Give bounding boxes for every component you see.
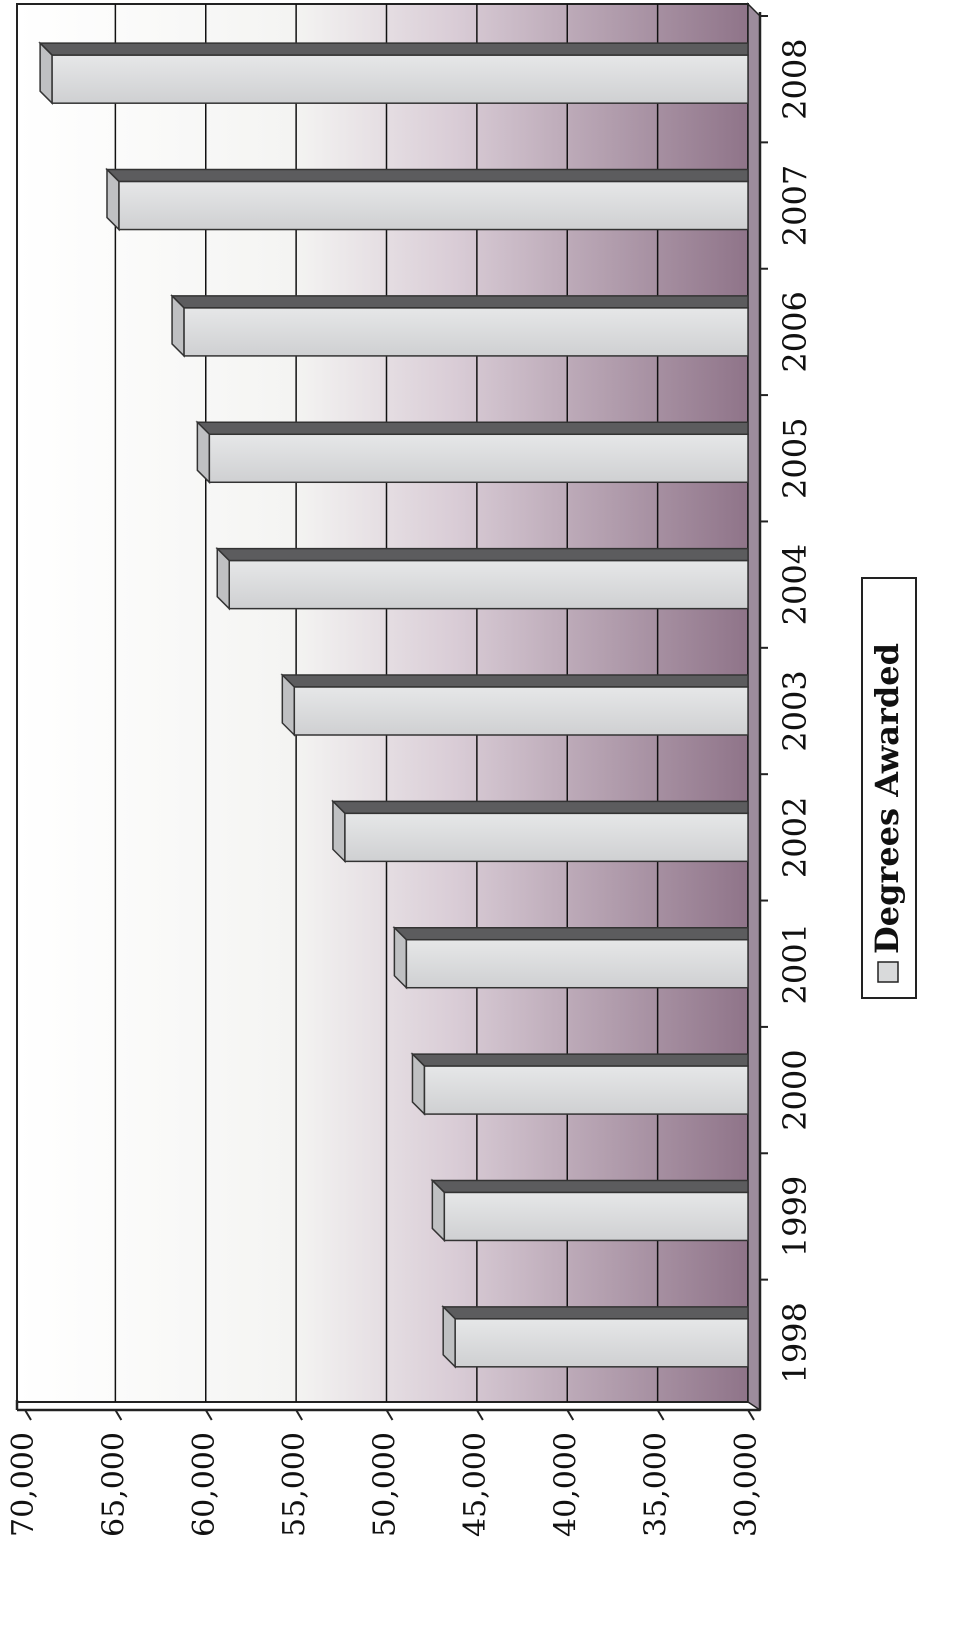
value-tick-label: 60,000	[187, 1432, 222, 1537]
value-tick	[566, 1409, 575, 1421]
bar-top-face	[105, 168, 749, 183]
value-tick-label: 55,000	[277, 1432, 312, 1537]
legend-box	[861, 577, 917, 999]
bar-2004	[228, 559, 749, 610]
category-label: 2005	[776, 418, 814, 499]
chart-floor	[747, 2, 761, 1412]
value-tick-label: 65,000	[96, 1432, 131, 1537]
bar-2008	[51, 54, 749, 104]
value-tick-label: 50,000	[368, 1432, 403, 1537]
category-label: 1999	[776, 1176, 814, 1257]
bar-top-face	[331, 800, 749, 815]
bar-2006	[183, 307, 749, 357]
category-label: 2004	[776, 544, 814, 625]
value-tick	[385, 1409, 394, 1421]
bar-top-face	[280, 674, 749, 688]
bar-top-face	[430, 1179, 749, 1194]
value-tick	[24, 1409, 32, 1421]
category-label: 2006	[776, 291, 814, 372]
legend-label: Degrees Awarded	[868, 643, 906, 954]
category-label: 2000	[776, 1049, 814, 1130]
category-label: 2007	[776, 165, 814, 246]
bar-top-face	[392, 926, 749, 941]
bar-top-face	[195, 421, 749, 436]
category-label: 2008	[776, 38, 814, 119]
bar-2003	[293, 686, 749, 736]
bar-2001	[405, 938, 749, 989]
category-label: 1998	[776, 1302, 814, 1383]
bar-top-face	[38, 42, 749, 56]
bar-1998	[454, 1318, 749, 1368]
bar-2005	[208, 433, 749, 484]
bar-top-face	[170, 295, 749, 309]
bar-2002	[344, 812, 749, 863]
value-tick	[295, 1409, 303, 1421]
value-tick	[204, 1409, 213, 1421]
value-tick	[656, 1409, 665, 1421]
value-tick	[747, 1409, 755, 1421]
bar-top-face	[441, 1306, 749, 1320]
value-tick	[114, 1409, 123, 1421]
bar-top-face	[215, 547, 749, 562]
category-label: 2002	[776, 797, 814, 878]
category-label: 2001	[776, 923, 814, 1004]
value-tick-label: 30,000	[729, 1432, 764, 1537]
value-tick-label: 70,000	[6, 1432, 41, 1537]
bar-2000	[423, 1065, 749, 1115]
value-tick-label: 35,000	[639, 1432, 674, 1537]
legend-swatch	[877, 961, 899, 983]
bar-2007	[118, 180, 749, 231]
value-tick	[476, 1409, 484, 1421]
bar-top-face	[410, 1053, 749, 1067]
value-tick-label: 45,000	[458, 1432, 493, 1537]
category-label: 2003	[776, 670, 814, 751]
value-tick-label: 40,000	[548, 1432, 583, 1537]
bar-1999	[443, 1191, 749, 1242]
